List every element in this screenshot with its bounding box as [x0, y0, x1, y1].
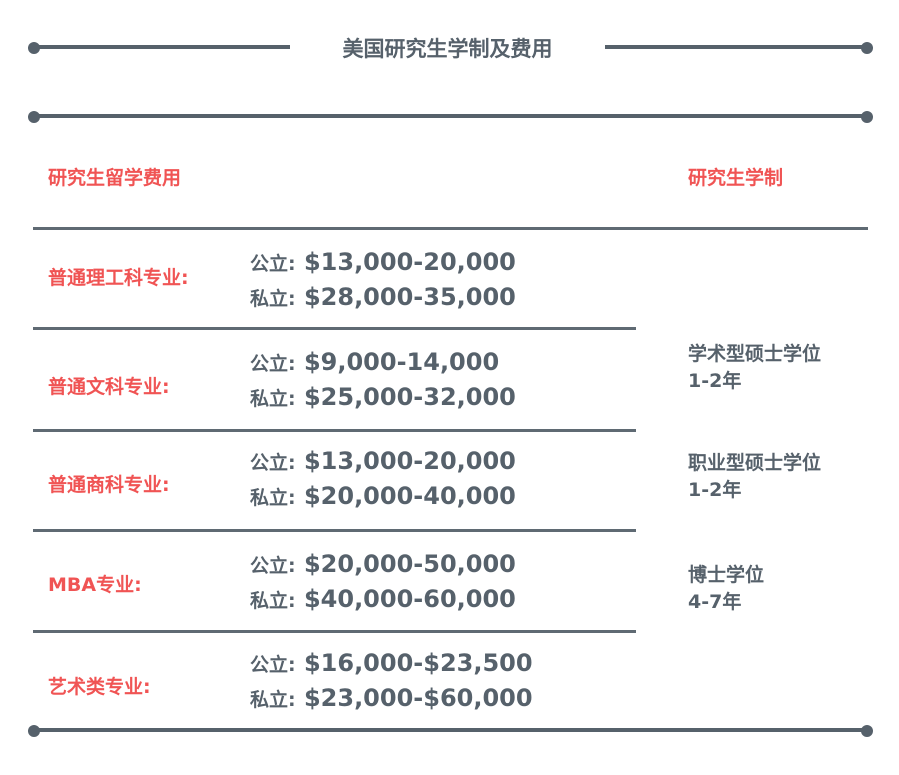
table-row-values: 公立: $16,000-$23,500 私立: $23,000-$60,000: [250, 647, 533, 717]
degree-name: 博士学位: [688, 564, 765, 586]
public-fee: $13,000-20,000: [303, 447, 516, 475]
row-divider: [33, 429, 636, 432]
footer-rule: [33, 728, 866, 732]
degree-name: 学术型硕士学位: [688, 343, 822, 365]
row-divider: [33, 529, 636, 532]
table-divider: [33, 227, 868, 230]
degree-duration: 1-2年: [688, 370, 742, 392]
table-row-values: 公立: $20,000-50,000 私立: $40,000-60,000: [250, 548, 516, 618]
private-label: 私立:: [250, 689, 296, 711]
system-header: 研究生学制: [688, 167, 784, 189]
public-fee: $20,000-50,000: [303, 550, 516, 578]
line-end-dot: [861, 111, 873, 123]
degree-item: 学术型硕士学位 1-2年: [688, 341, 821, 395]
row-divider: [33, 630, 636, 633]
public-label: 公立:: [250, 555, 296, 577]
row-label: 普通商科专业:: [48, 474, 170, 496]
public-fee: $16,000-$23,500: [303, 649, 533, 677]
degree-item: 职业型硕士学位 1-2年: [688, 450, 821, 504]
row-divider: [33, 327, 636, 330]
table-row-values: 公立: $13,000-20,000 私立: $20,000-40,000: [250, 445, 516, 515]
public-label: 公立:: [250, 253, 296, 275]
title-rule-right: [605, 45, 866, 49]
row-label: 艺术类专业:: [48, 676, 151, 698]
fees-header: 研究生留学费用: [48, 167, 182, 189]
row-label: 普通文科专业:: [48, 376, 170, 398]
private-label: 私立:: [250, 388, 296, 410]
public-label: 公立:: [250, 353, 296, 375]
public-label: 公立:: [250, 452, 296, 474]
table-row-values: 公立: $13,000-20,000 私立: $28,000-35,000: [250, 246, 516, 316]
public-label: 公立:: [250, 654, 296, 676]
row-label: MBA专业:: [48, 574, 142, 596]
private-fee: $20,000-40,000: [303, 482, 516, 510]
private-label: 私立:: [250, 590, 296, 612]
table-row-values: 公立: $9,000-14,000 私立: $25,000-32,000: [250, 346, 516, 416]
line-end-dot: [861, 725, 873, 737]
public-fee: $9,000-14,000: [303, 348, 500, 376]
degree-item: 博士学位 4-7年: [688, 562, 764, 616]
title-rule-left: [33, 45, 290, 49]
degree-name: 职业型硕士学位: [688, 452, 822, 474]
page-title: 美国研究生学制及费用: [342, 37, 553, 61]
public-fee: $13,000-20,000: [303, 248, 516, 276]
private-fee: $23,000-$60,000: [303, 684, 533, 712]
line-end-dot: [861, 42, 873, 54]
row-label: 普通理工科专业:: [48, 267, 189, 289]
degree-duration: 1-2年: [688, 479, 742, 501]
private-fee: $28,000-35,000: [303, 283, 516, 311]
private-fee: $25,000-32,000: [303, 383, 516, 411]
private-label: 私立:: [250, 288, 296, 310]
private-label: 私立:: [250, 487, 296, 509]
header-rule: [33, 114, 866, 118]
private-fee: $40,000-60,000: [303, 585, 516, 613]
degree-duration: 4-7年: [688, 591, 742, 613]
